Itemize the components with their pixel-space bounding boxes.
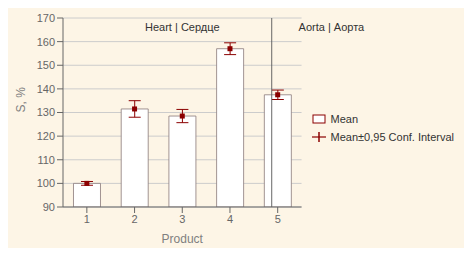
svg-text:5: 5: [275, 213, 281, 225]
svg-text:110: 110: [37, 154, 55, 166]
svg-text:4: 4: [227, 213, 233, 225]
svg-text:130: 130: [37, 106, 55, 118]
html-text:Mean: Mean: [330, 113, 359, 125]
svg-text:120: 120: [37, 130, 55, 142]
svg-text:S, %: S, %: [14, 87, 28, 113]
svg-text:160: 160: [37, 36, 55, 48]
html-text:Mean±0,95 Conf. Interval: Mean±0,95 Conf. Interval: [330, 131, 454, 143]
svg-text:170: 170: [37, 12, 55, 24]
svg-text:3: 3: [179, 213, 185, 225]
svg-text:1: 1: [84, 213, 90, 225]
svg-text:Aorta | Аорта: Aorta | Аорта: [299, 21, 366, 33]
svg-text:Heart | Сердце: Heart | Сердце: [145, 21, 220, 33]
svg-text:100: 100: [37, 177, 55, 189]
svg-text:Product: Product: [162, 232, 204, 246]
svg-text:90: 90: [43, 201, 55, 213]
svg-text:2: 2: [132, 213, 138, 225]
svg-text:140: 140: [37, 83, 55, 95]
svg-text:150: 150: [37, 59, 55, 71]
